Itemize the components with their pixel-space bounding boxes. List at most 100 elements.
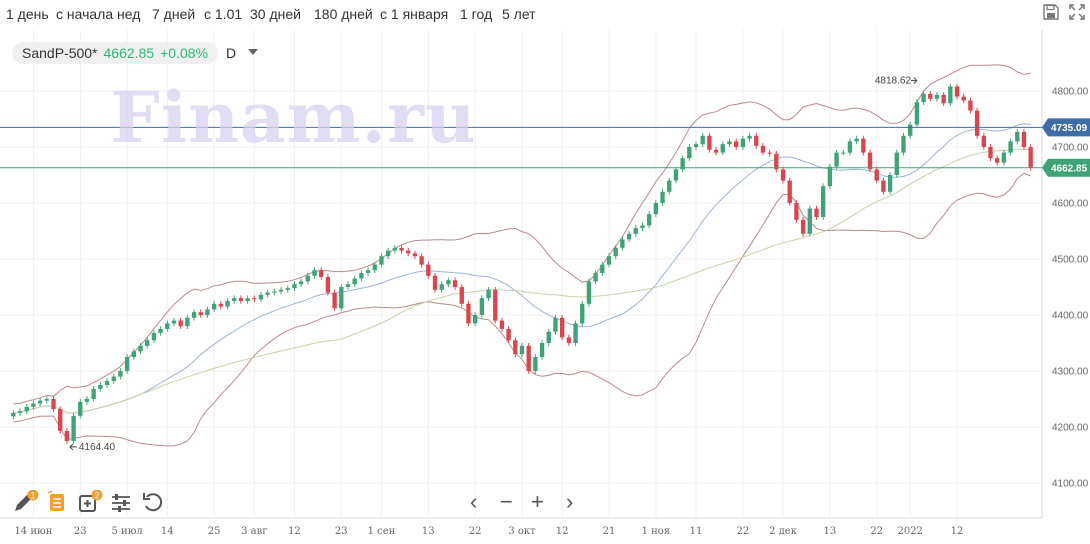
x-tick-label: 13 (422, 526, 435, 537)
candle-body (827, 166, 833, 187)
instrument-legend[interactable]: SandP-500* 4662.85 +0.08% (12, 42, 218, 64)
period-180-days[interactable]: 180 дней (314, 6, 373, 22)
candle-body (988, 147, 993, 159)
candle-body (948, 86, 953, 104)
candle-body (406, 250, 411, 254)
interval-select[interactable]: D (226, 45, 237, 61)
period-5-years[interactable]: 5 лет (502, 6, 536, 22)
candle-body (31, 403, 36, 407)
candle-body (754, 135, 759, 146)
candle-body (914, 102, 920, 125)
candle-body (44, 399, 49, 401)
period-week-to-date[interactable]: с начала нед (56, 6, 141, 22)
y-tick-label: 4100.00 (1052, 479, 1089, 490)
candle-body (426, 264, 431, 276)
candle-body (640, 225, 645, 229)
candle-body (600, 264, 605, 273)
candle-body (573, 323, 578, 343)
candle-body (298, 281, 304, 285)
candle-body (894, 152, 899, 175)
candle-body (17, 411, 23, 413)
y-tick-label: 4500.00 (1052, 255, 1089, 266)
candle-body (365, 270, 371, 273)
candle-body (439, 284, 444, 290)
candle-body (834, 152, 839, 167)
candle-body (1021, 131, 1027, 147)
candles (11, 83, 1033, 444)
add-indicator-icon[interactable]: 2 (78, 490, 106, 514)
candle-body (158, 329, 163, 333)
candle-body (934, 94, 940, 99)
period-since-1-01[interactable]: с 1.01 (204, 6, 243, 22)
scroll-left-button[interactable]: ‹ (470, 489, 478, 514)
candle-body (981, 135, 986, 147)
candle-body (252, 298, 257, 300)
y-tick-label: 4700.00 (1052, 143, 1089, 154)
candle-body (968, 100, 973, 111)
y-tick-label: 4600.00 (1052, 199, 1089, 210)
period-7-days[interactable]: 7 дней (152, 6, 196, 22)
candle-body (1028, 147, 1033, 168)
period-30-days[interactable]: 30 дней (250, 6, 301, 22)
undo-icon[interactable] (142, 490, 164, 514)
candle-body (265, 292, 270, 295)
candle-body (58, 409, 63, 431)
save-icon[interactable] (1043, 4, 1059, 20)
chevron-down-icon[interactable] (248, 48, 258, 56)
zoom-in-button[interactable]: + (531, 489, 544, 514)
candle-body (111, 376, 116, 382)
candle-body (626, 233, 632, 240)
candle-body (419, 256, 424, 265)
x-tick-label: 14 (161, 526, 174, 537)
candle-body (807, 208, 812, 234)
candle-body (633, 228, 638, 234)
layers-badge: 2 (94, 491, 99, 501)
candle-body (954, 86, 960, 97)
candle-body (124, 357, 130, 371)
notes-icon[interactable] (46, 490, 68, 514)
candle-body (928, 93, 933, 99)
candle-body (466, 303, 471, 324)
candle-body (385, 250, 391, 257)
candle-body (232, 298, 237, 301)
candle-body (908, 124, 913, 136)
x-tick-label: 23 (74, 526, 87, 537)
candle-body (486, 289, 491, 299)
candle-body (78, 401, 83, 416)
annotation-low: 4164.40 (79, 442, 116, 453)
y-tick-label: 4200.00 (1052, 423, 1089, 434)
candle-body (278, 289, 284, 292)
candle-body (479, 298, 485, 315)
x-tick-label: 12 (951, 526, 964, 537)
candle-body (218, 303, 223, 307)
period-1-day[interactable]: 1 день (6, 6, 49, 22)
candle-body (178, 320, 183, 327)
period-1-year[interactable]: 1 год (460, 6, 493, 22)
fullscreen-icon[interactable] (1069, 4, 1085, 20)
candle-body (673, 169, 679, 181)
zoom-out-button[interactable]: − (500, 489, 513, 514)
bollinger-lower (13, 172, 1031, 447)
candle-body (613, 247, 618, 257)
candle-body (312, 270, 317, 276)
instrument-name: SandP-500* (22, 45, 98, 61)
candle-body (760, 145, 766, 153)
candle-body (459, 287, 464, 304)
candle-body (586, 281, 592, 304)
candle-body (780, 169, 786, 181)
pencil-icon[interactable]: 1 (12, 490, 40, 514)
candle-body (64, 430, 70, 441)
y-axis: 4100.00 4200.00 4300.00 4400.00 4500.00 4600.… (1052, 87, 1089, 490)
candle-body (84, 399, 90, 402)
x-tick-label: 22 (469, 526, 482, 537)
candle-body (191, 312, 197, 318)
bollinger-middle (13, 123, 1031, 414)
scroll-right-button[interactable]: › (566, 489, 574, 514)
settings-icon[interactable] (110, 490, 132, 514)
candle-body (325, 276, 331, 293)
candle-body (205, 309, 210, 315)
candle-body (185, 317, 190, 327)
period-since-jan-1[interactable]: с 1 января (380, 6, 449, 22)
candle-body (559, 317, 565, 338)
